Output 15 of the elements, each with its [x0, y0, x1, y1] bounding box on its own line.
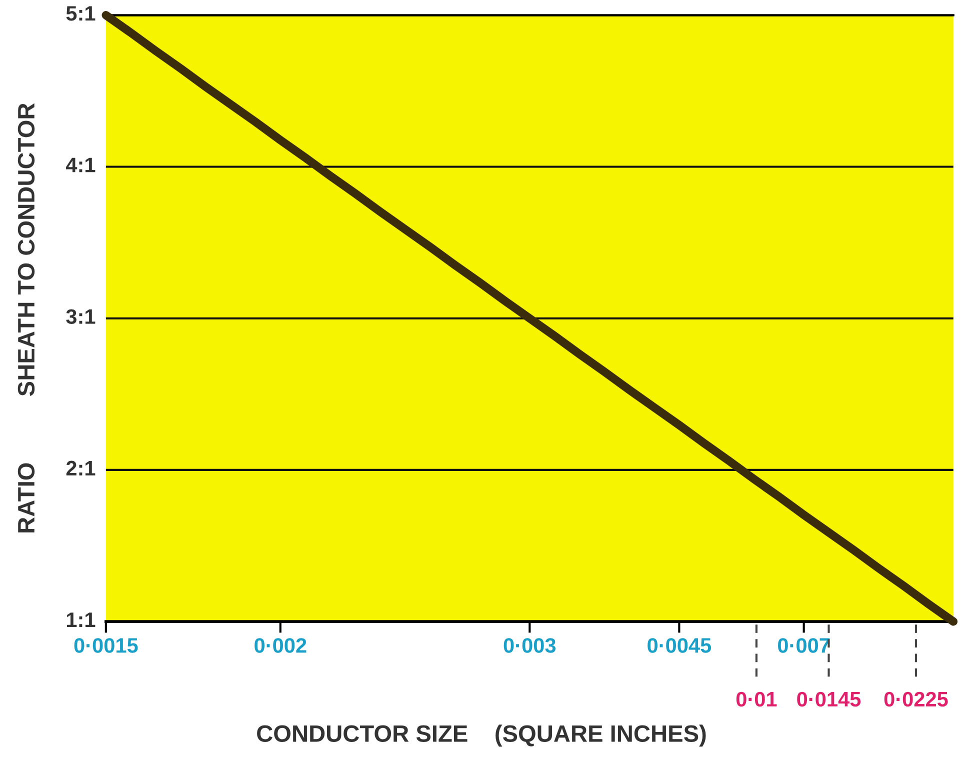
text: 5:1 — [66, 6, 96, 21]
y-axis-title: RATIO SHEATH TO CONDUCTOR — [18, 103, 35, 532]
text: 4:1 — [66, 158, 96, 172]
x-tick-label: 0·0045 — [648, 638, 712, 653]
text: 0·0145 — [797, 692, 861, 707]
x-tick-label: 0·003 — [504, 638, 556, 653]
x-tick-label: 0·0015 — [74, 638, 138, 653]
text: 1:1 — [66, 612, 96, 627]
text: 2:1 — [66, 460, 96, 476]
x-tick-label: 0·002 — [254, 638, 306, 653]
text: 0·01 — [736, 692, 777, 707]
x-tick-label: 0·007 — [778, 638, 830, 653]
x-axis-title: CONDUCTOR SIZE (SQUARE INCHES) — [257, 724, 706, 747]
text: 3:1 — [66, 309, 96, 324]
text: 0·0225 — [884, 692, 948, 707]
